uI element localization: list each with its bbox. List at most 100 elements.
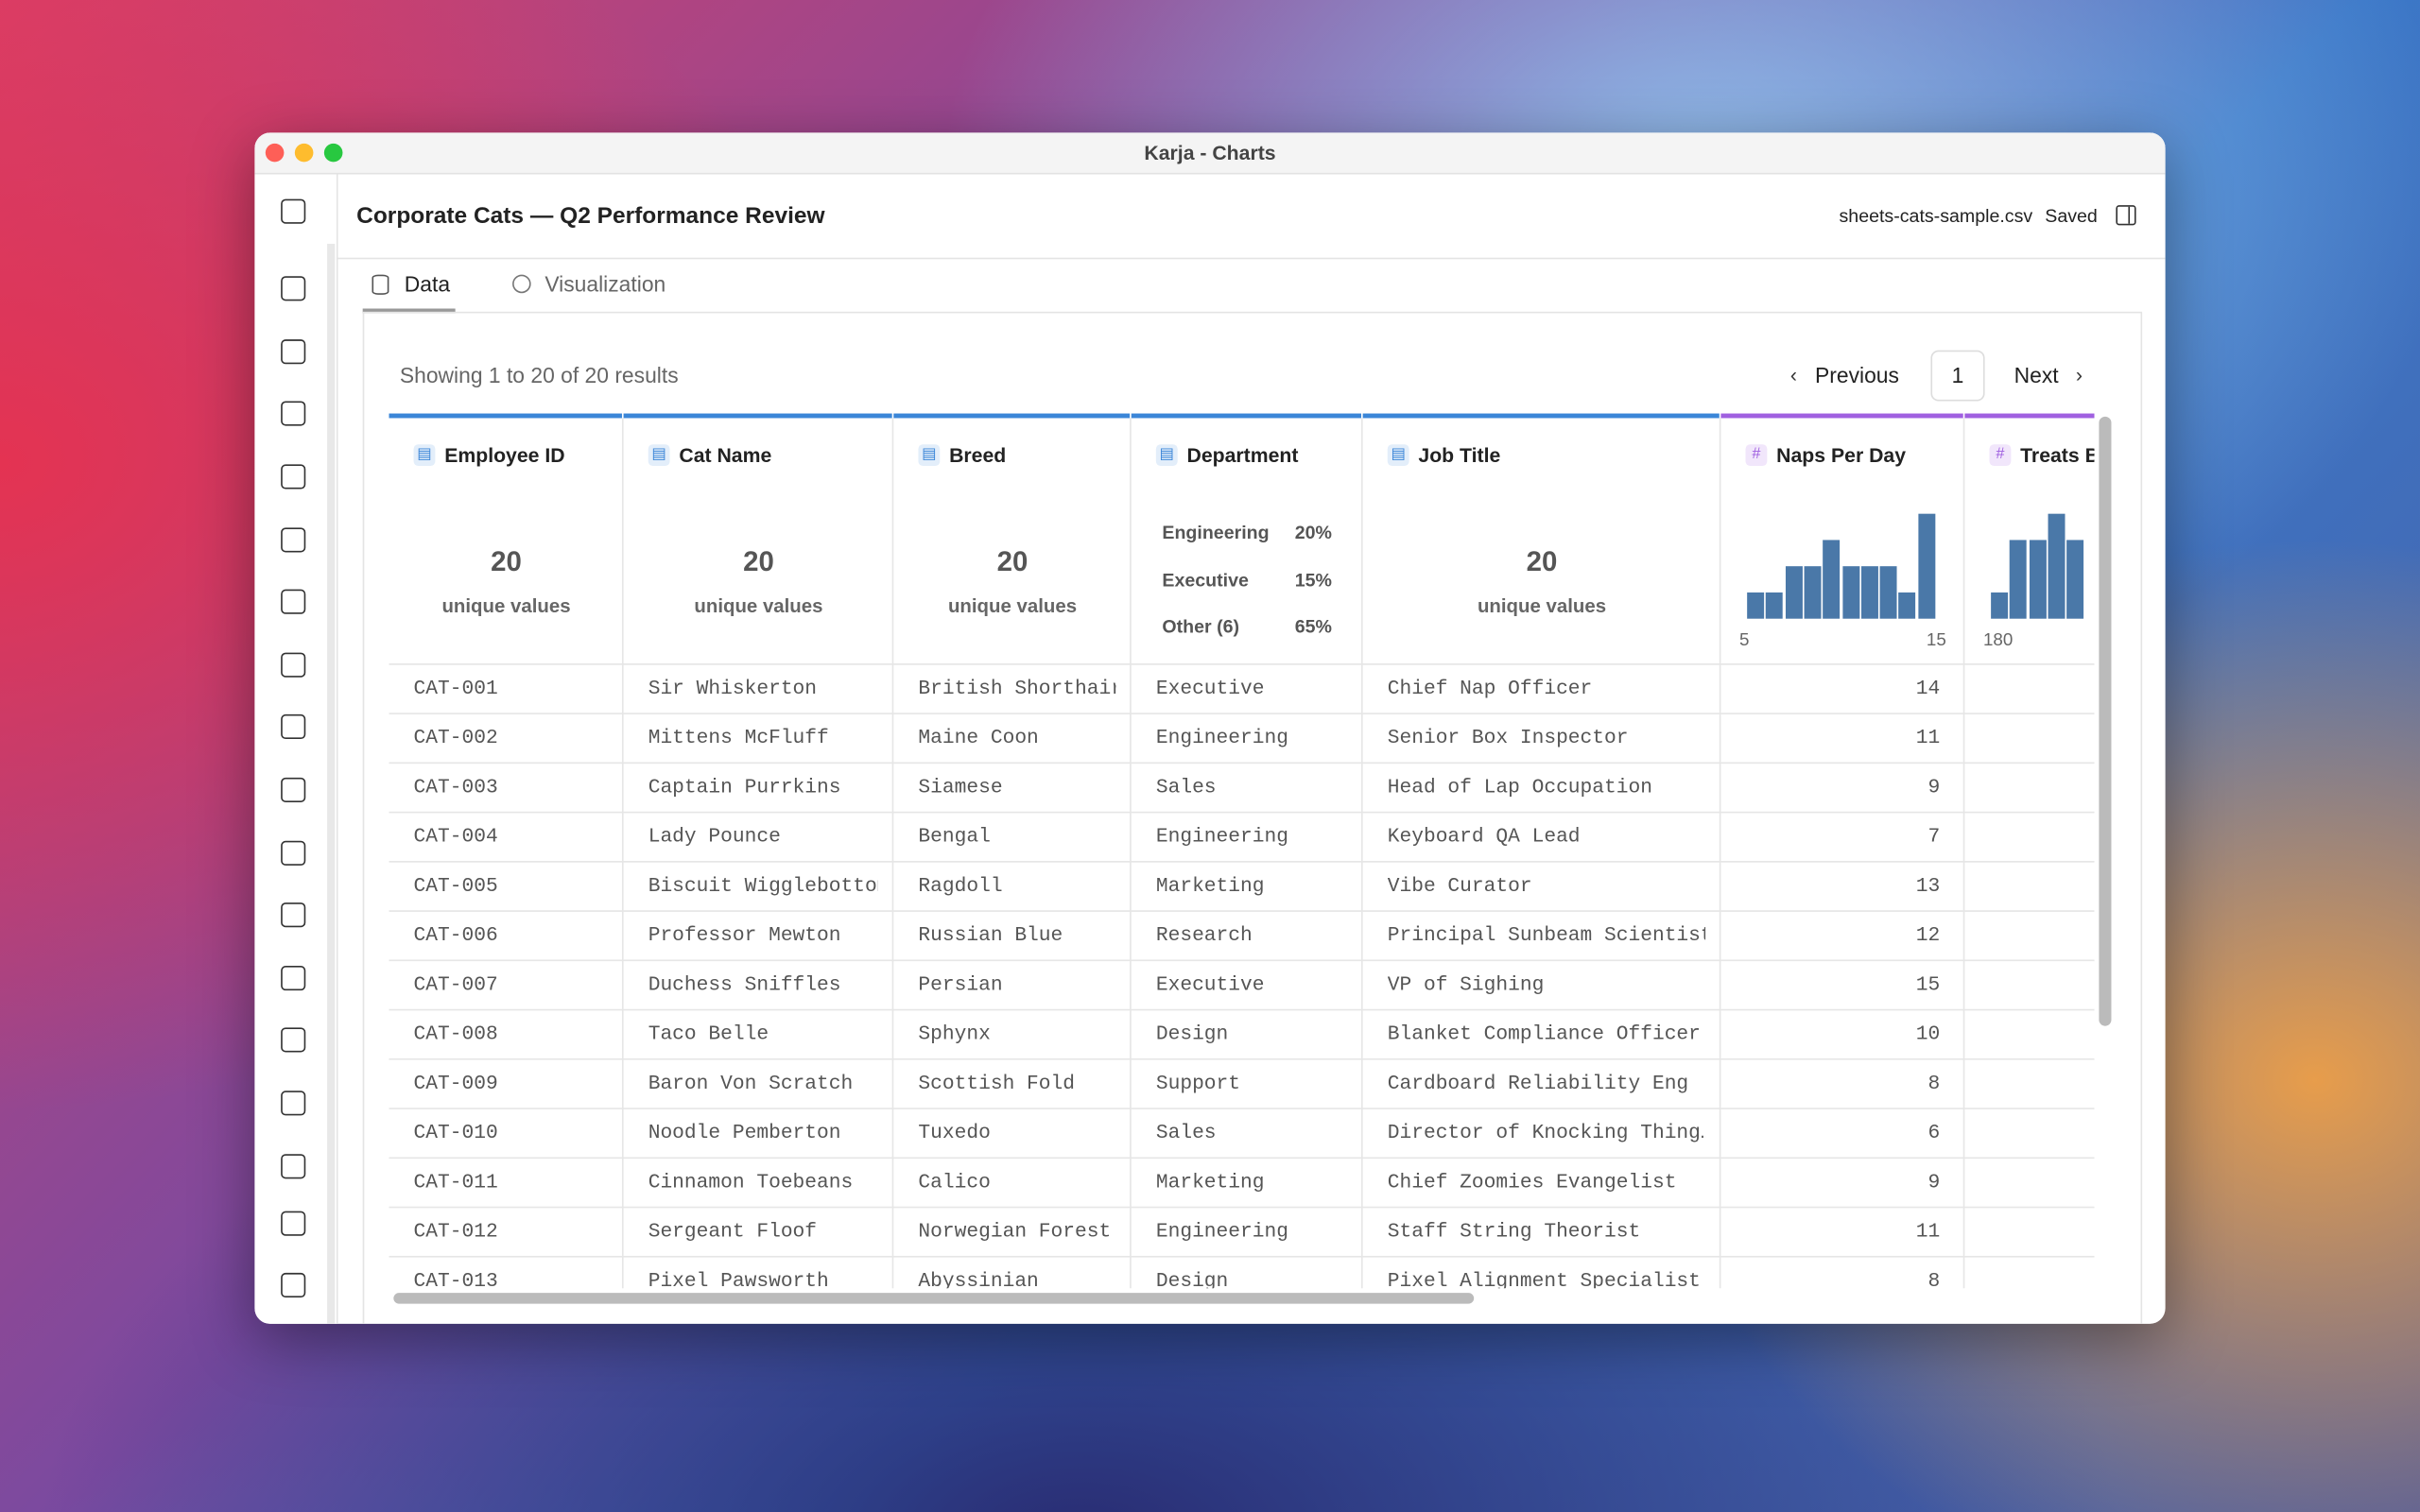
unique-count: 20 bbox=[996, 545, 1028, 577]
sidebar-icon[interactable] bbox=[281, 276, 306, 301]
histogram-bar bbox=[1991, 592, 2009, 619]
table-cell: CAT-009 bbox=[413, 1073, 498, 1093]
data-tab[interactable]: Data bbox=[404, 271, 451, 297]
sidebar-icon[interactable] bbox=[281, 713, 306, 740]
data-panel bbox=[362, 311, 2143, 1324]
sidebar-icon[interactable] bbox=[281, 527, 306, 553]
unique-caption: unique values bbox=[947, 594, 1078, 617]
table-cell: Scottish Fold bbox=[918, 1073, 1076, 1093]
category-label: Executive bbox=[1162, 568, 1249, 591]
row-divider bbox=[389, 1008, 2095, 1011]
row-divider bbox=[389, 1057, 2095, 1060]
sidebar-icon[interactable] bbox=[281, 339, 306, 365]
header-divider bbox=[336, 257, 2166, 260]
active-tab-underline bbox=[362, 308, 456, 314]
column-header[interactable]: Treats B bbox=[2020, 443, 2095, 467]
sidebar-icon[interactable] bbox=[281, 1154, 306, 1179]
row-divider bbox=[389, 1255, 2095, 1258]
sidebar-icon[interactable] bbox=[281, 966, 306, 991]
sidebar-icon[interactable] bbox=[281, 1272, 306, 1298]
table-cell: VP of Sighing bbox=[1387, 974, 1545, 995]
category-share: 15% bbox=[1294, 568, 1332, 591]
table-cell: Biscuit Wigglebottom bbox=[648, 875, 878, 896]
row-divider bbox=[389, 861, 2095, 863]
table-cell: Sales bbox=[1155, 1122, 1217, 1143]
visualization-tab[interactable]: Visualization bbox=[544, 271, 666, 297]
sidebar-icon[interactable] bbox=[281, 902, 306, 928]
minimize-button[interactable] bbox=[294, 143, 314, 163]
table-cell: Director of Knocking Thing… bbox=[1387, 1122, 1706, 1143]
table-cell: Sir Whiskerton bbox=[648, 678, 818, 698]
column-header[interactable]: Department bbox=[1186, 443, 1299, 467]
sidebar-icon[interactable] bbox=[281, 464, 306, 490]
close-button[interactable] bbox=[265, 143, 285, 163]
sidebar-icon[interactable] bbox=[281, 589, 306, 614]
table-cell: CAT-008 bbox=[413, 1023, 498, 1044]
type-icon: ▤ bbox=[1387, 444, 1409, 467]
histogram-bar bbox=[1823, 540, 1841, 619]
table-cell: Maine Coon bbox=[918, 727, 1039, 748]
histogram-min: 180 bbox=[1982, 631, 2014, 650]
chevron-right: › bbox=[2075, 363, 2083, 387]
column-header[interactable]: Employee ID bbox=[444, 443, 565, 467]
table-cell: Senior Box Inspector bbox=[1387, 727, 1629, 748]
table-cell: Marketing bbox=[1155, 1171, 1265, 1193]
table-cell: Executive bbox=[1155, 678, 1265, 698]
table-cell: 9 bbox=[1927, 775, 1941, 799]
vertical-scrollbar[interactable] bbox=[2099, 416, 2112, 1026]
unique-count: 20 bbox=[1526, 545, 1558, 577]
visualization-tab-icon bbox=[512, 274, 531, 294]
sidebar-icon[interactable] bbox=[281, 1027, 306, 1053]
previous-button[interactable]: Previous bbox=[1814, 362, 1899, 387]
row-divider bbox=[389, 1206, 2095, 1209]
page-number[interactable]: 1 bbox=[1951, 362, 1964, 387]
table-cell: Chief Zoomies Evangelist bbox=[1387, 1171, 1677, 1193]
sidebar-icon[interactable] bbox=[281, 401, 306, 426]
table-cell: Engineering bbox=[1155, 1221, 1288, 1242]
table-cell: 11 bbox=[1915, 1219, 1941, 1244]
table-cell: Siamese bbox=[918, 777, 1003, 798]
histogram-bar bbox=[2048, 513, 2066, 619]
histogram-bar bbox=[2010, 540, 2028, 619]
table-cell: Mittens McFluff bbox=[648, 727, 829, 748]
sidebar-icon[interactable] bbox=[281, 652, 306, 678]
sidebar-icon[interactable] bbox=[281, 198, 306, 224]
histogram-bar bbox=[1860, 566, 1878, 619]
table-cell: 9 bbox=[1927, 1170, 1941, 1194]
results-summary: Showing 1 to 20 of 20 results bbox=[399, 362, 679, 387]
table-cell: CAT-013 bbox=[413, 1270, 498, 1289]
table-cell: CAT-012 bbox=[413, 1221, 498, 1242]
table-cell: Chief Nap Officer bbox=[1387, 678, 1593, 698]
table-cell: Bengal bbox=[918, 826, 991, 847]
column-header[interactable]: Cat Name bbox=[679, 443, 772, 467]
table-cell: Taco Belle bbox=[648, 1023, 769, 1044]
column-accent bbox=[1720, 413, 1963, 419]
histogram-bar bbox=[1804, 566, 1822, 619]
column-header[interactable]: Breed bbox=[949, 443, 1007, 467]
column-header[interactable]: Naps Per Day bbox=[1776, 443, 1907, 467]
column-header[interactable]: Job Title bbox=[1418, 443, 1501, 467]
table-cell: Pixel Pawsworth bbox=[648, 1270, 829, 1289]
table-cell: 15 bbox=[1915, 972, 1941, 996]
app-window: Karja - Charts Corporate Cats — Q2 Perfo… bbox=[254, 132, 2166, 1324]
table-cell: Principal Sunbeam Scientist bbox=[1387, 924, 1706, 945]
next-button[interactable]: Next bbox=[2014, 362, 2059, 387]
table-cell: Russian Blue bbox=[918, 924, 1063, 945]
zoom-button[interactable] bbox=[323, 143, 343, 163]
row-divider bbox=[389, 663, 2095, 665]
sidebar-icon[interactable] bbox=[281, 1211, 306, 1236]
table-cell: Executive bbox=[1155, 974, 1265, 995]
horizontal-scrollbar[interactable] bbox=[393, 1293, 1475, 1304]
sidebar-icon[interactable] bbox=[281, 1091, 306, 1116]
panel-toggle[interactable] bbox=[2116, 205, 2136, 226]
histogram-bar bbox=[1747, 592, 1765, 619]
histogram-bar bbox=[1898, 592, 1916, 619]
table-cell: Professor Mewton bbox=[648, 924, 841, 945]
table-cell: CAT-011 bbox=[413, 1171, 498, 1193]
column-accent bbox=[1964, 413, 2095, 419]
sidebar-icon[interactable] bbox=[281, 777, 306, 802]
page-box[interactable] bbox=[1930, 350, 1985, 402]
table-cell: 13 bbox=[1915, 873, 1941, 898]
sidebar-icon[interactable] bbox=[281, 840, 306, 866]
